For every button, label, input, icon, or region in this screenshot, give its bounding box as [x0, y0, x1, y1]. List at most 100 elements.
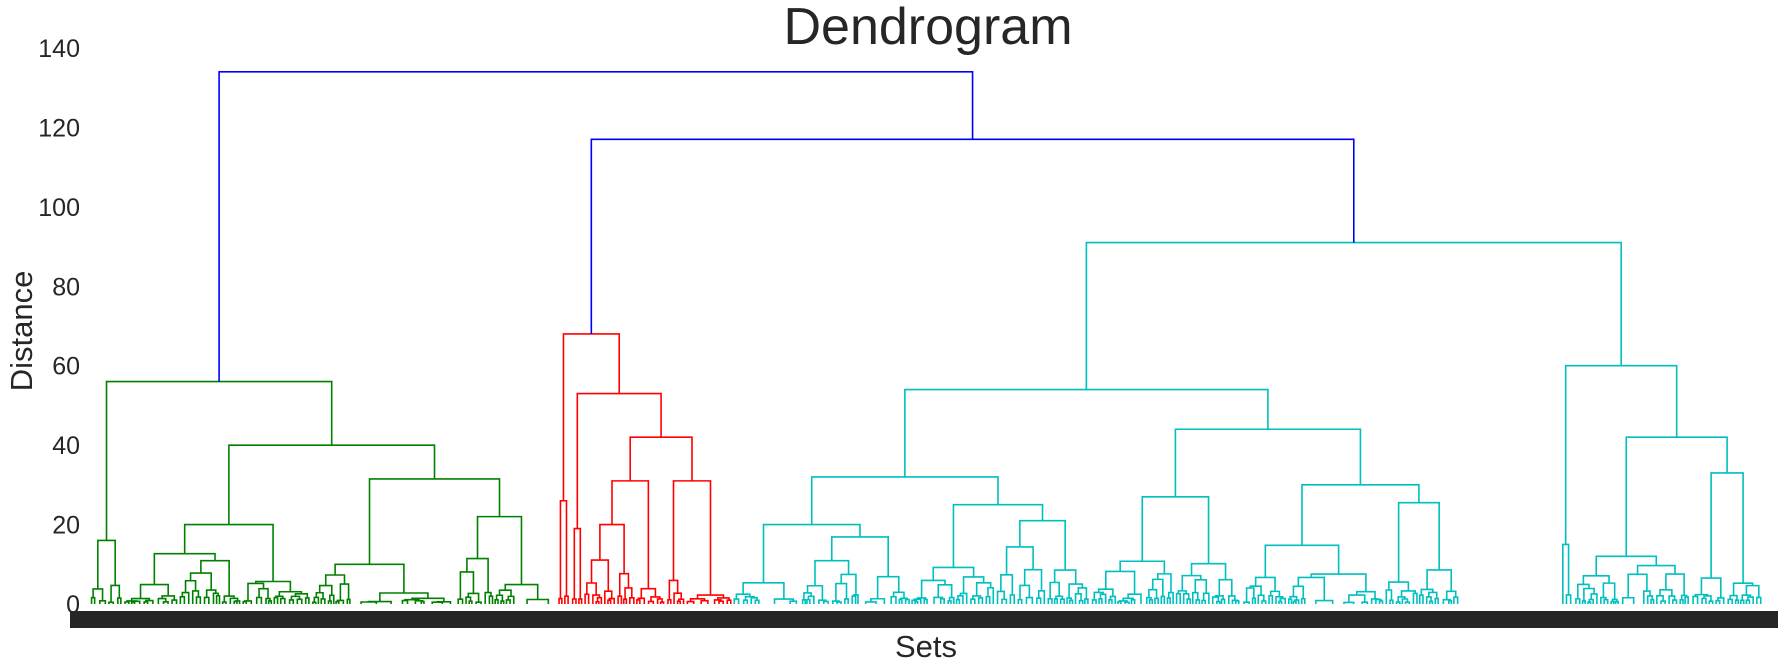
- dendrogram-link: [124, 601, 130, 604]
- dendrogram-link: [1293, 599, 1300, 604]
- dendrogram-link: [329, 594, 335, 604]
- dendrogram-link: [466, 557, 489, 593]
- dendrogram-link: [1191, 591, 1199, 604]
- dendrogram-link: [1292, 600, 1297, 604]
- dendrogram-link: [1590, 593, 1598, 604]
- dendrogram-link: [505, 599, 511, 604]
- dendrogram-link: [904, 598, 910, 604]
- dendrogram-link: [1684, 596, 1689, 604]
- dendrogram-link: [215, 594, 221, 604]
- dendrogram-link: [1049, 581, 1060, 599]
- dendrogram-link: [1000, 573, 1014, 595]
- dendrogram-link: [431, 601, 444, 604]
- y-tick-label: 140: [38, 35, 80, 63]
- dendrogram-link: [1154, 597, 1159, 604]
- dendrogram-link: [1055, 595, 1064, 600]
- dendrogram-link: [830, 536, 889, 577]
- y-tick-label: 40: [52, 432, 80, 460]
- dendrogram-link: [1739, 599, 1745, 604]
- dendrogram-link: [218, 71, 974, 382]
- dendrogram-link: [1660, 600, 1666, 604]
- dendrogram-link: [184, 579, 197, 593]
- dendrogram-link: [1611, 598, 1618, 602]
- dendrogram-link: [401, 599, 409, 604]
- dendrogram-link: [920, 579, 946, 598]
- dendrogram-link: [686, 600, 695, 604]
- dendrogram-link: [1077, 587, 1088, 600]
- x-axis-label: Sets: [895, 629, 957, 664]
- y-axis-label: Distance: [4, 271, 39, 392]
- dendrogram-link: [1361, 601, 1369, 604]
- dendrogram-link: [200, 559, 230, 597]
- dendrogram-link: [1729, 594, 1738, 601]
- dendrogram-link: [629, 436, 693, 481]
- dendrogram-link: [130, 597, 151, 601]
- dendrogram-link: [457, 598, 464, 604]
- dendrogram-link: [622, 598, 628, 604]
- dendrogram-link: [1429, 600, 1434, 604]
- dendrogram-link: [495, 594, 504, 602]
- dendrogram-link: [1301, 484, 1420, 546]
- dendrogram-link: [1091, 599, 1097, 604]
- dendrogram-link: [312, 601, 317, 604]
- dendrogram-link: [1564, 364, 1678, 545]
- dendrogram-link: [1343, 601, 1355, 604]
- dendrogram-link: [105, 380, 333, 541]
- dendrogram-link: [1047, 598, 1053, 604]
- dendrogram-link: [346, 598, 351, 604]
- dendrogram-link: [335, 600, 340, 604]
- dendrogram-link: [1166, 597, 1171, 604]
- dendrogram-link: [840, 573, 857, 595]
- dendrogram-link: [339, 583, 350, 601]
- dendrogram-link: [987, 586, 995, 604]
- dendrogram-link: [367, 600, 392, 604]
- dendrogram-link: [1023, 568, 1043, 591]
- dendrogram-link: [890, 595, 897, 604]
- dendrogram-link: [806, 584, 824, 601]
- dendrogram-link: [1575, 598, 1581, 604]
- dendrogram-link: [564, 595, 569, 604]
- dendrogram-link: [814, 559, 850, 586]
- dendrogram-link: [1156, 573, 1172, 593]
- dendrogram-link: [1418, 594, 1424, 604]
- dendrogram-link: [313, 596, 320, 604]
- dendrogram-link: [228, 444, 436, 525]
- dendrogram-link: [1279, 597, 1287, 604]
- dendrogram-link: [1268, 594, 1274, 604]
- dendrogram-link: [315, 591, 324, 599]
- dendrogram-link: [234, 600, 241, 604]
- dendrogram-link: [195, 596, 202, 604]
- dendrogram-link: [1370, 598, 1380, 604]
- dendrogram-link: [1001, 598, 1008, 604]
- dendrogram-link: [718, 600, 724, 604]
- dendrogram-link: [1190, 562, 1227, 580]
- dendrogram-link: [1269, 590, 1281, 597]
- dendrogram-link: [735, 593, 751, 600]
- dendrogram-link: [801, 598, 807, 604]
- dendrogram-link: [290, 595, 301, 600]
- dendrogram-link: [1614, 600, 1619, 604]
- dendrogram-link: [476, 515, 523, 585]
- dendrogram-link: [1130, 599, 1136, 604]
- dendrogram-link: [678, 598, 685, 604]
- dendrogram-link: [488, 595, 494, 604]
- dendrogram-link: [494, 599, 499, 604]
- dendrogram-link: [484, 591, 492, 604]
- dendrogram-link: [672, 480, 712, 596]
- dendrogram-link: [97, 539, 116, 589]
- dendrogram-link: [822, 600, 829, 604]
- dendrogram-link: [595, 600, 600, 604]
- dendrogram-link: [996, 590, 1005, 604]
- dendrogram-link: [937, 584, 953, 598]
- dendrogram-link: [1174, 428, 1362, 497]
- dendrogram-link: [414, 599, 424, 604]
- dendrogram-link: [1124, 601, 1130, 604]
- dendrogram-link: [1160, 595, 1166, 604]
- dendrogram-link: [411, 597, 445, 602]
- dendrogram-link: [628, 597, 635, 604]
- dendrogram-link: [1202, 592, 1210, 604]
- dendrogram-links: [90, 71, 1762, 604]
- dendrogram-link: [318, 584, 333, 596]
- y-tick-label: 100: [38, 194, 80, 222]
- dendrogram-link: [700, 599, 709, 604]
